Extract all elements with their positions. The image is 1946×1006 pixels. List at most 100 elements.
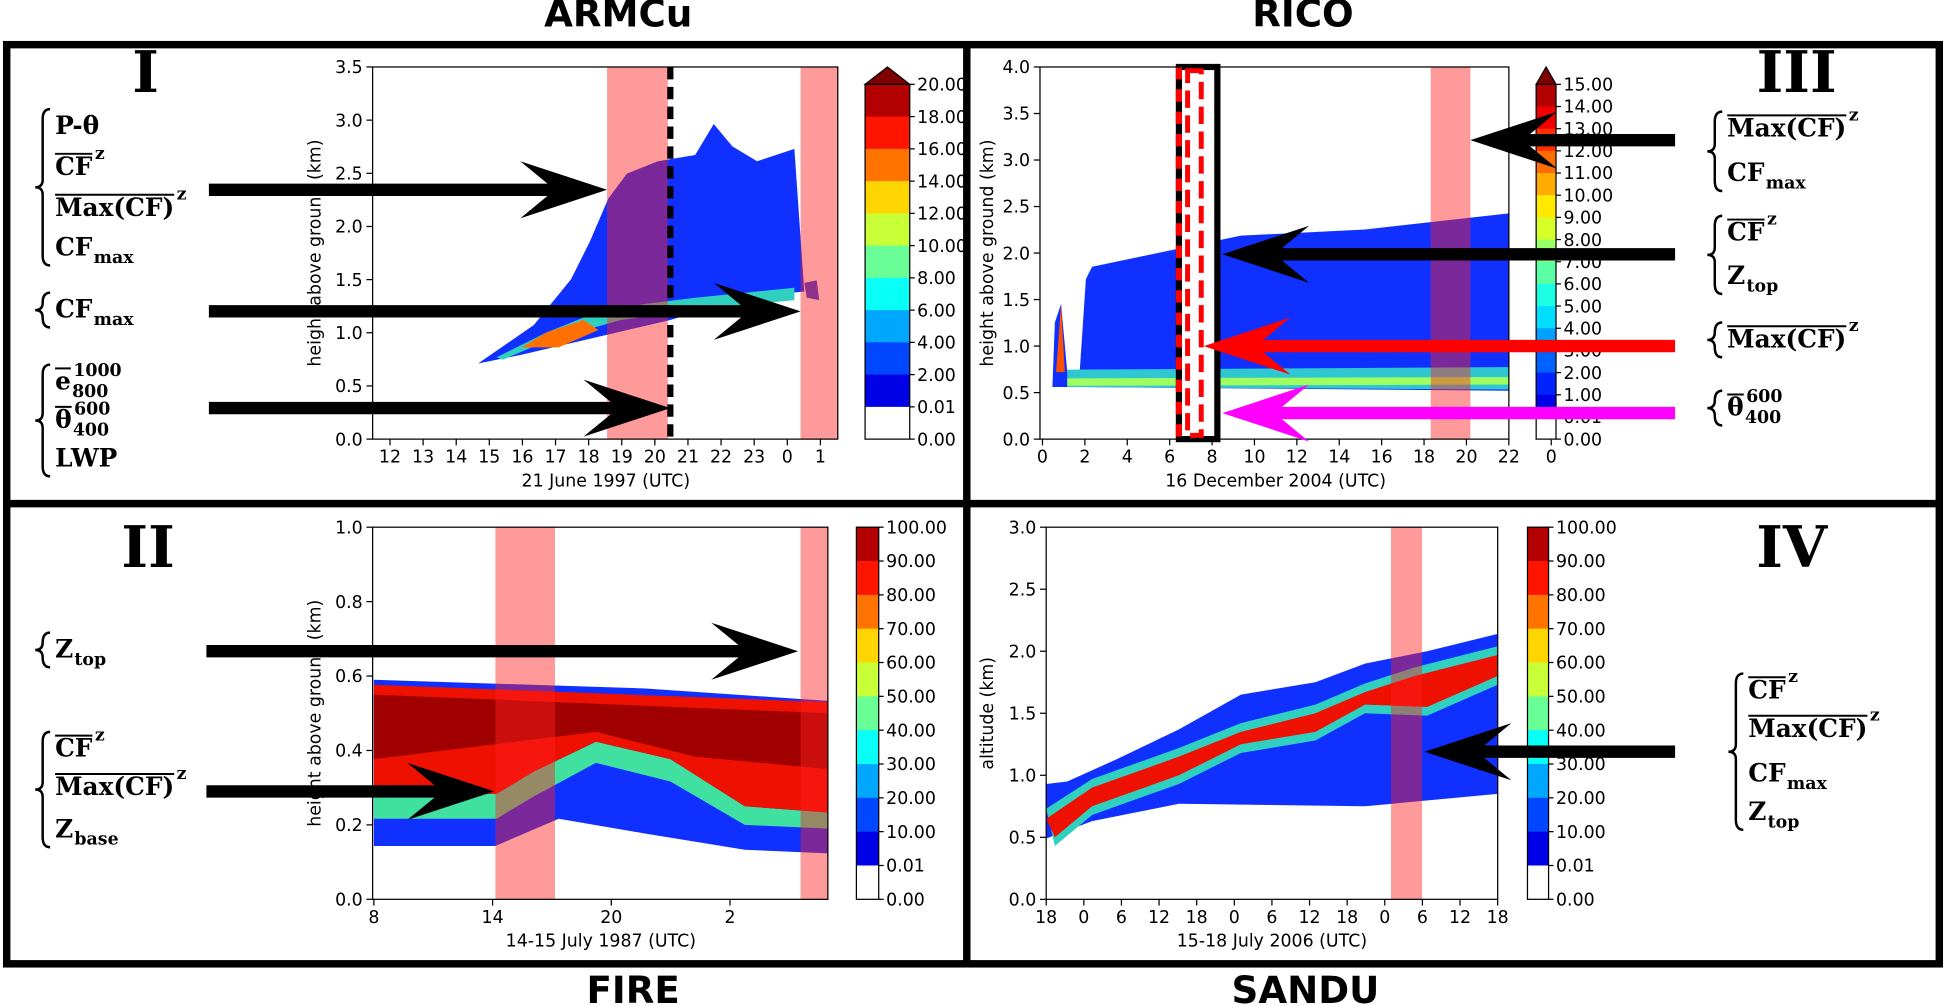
colorbar-segment — [1527, 527, 1549, 562]
x-tick-label: 6 — [1266, 908, 1277, 928]
y-tick-label: 0.0 — [1002, 430, 1030, 450]
x-tick-label: 16 — [511, 448, 533, 468]
x-tick-label: 14 — [445, 448, 467, 468]
annotation-sup: 600 — [74, 399, 110, 419]
annotation-term: P-θ — [55, 111, 99, 140]
annotation-term: Max(CF) — [1727, 113, 1846, 142]
x-tick-label: 0 — [1546, 448, 1557, 468]
brace — [1728, 672, 1744, 832]
x-tick-label: 2 — [724, 908, 735, 928]
colorbar-frame — [855, 526, 880, 900]
colorbar-tick-label: 0.01 — [1556, 857, 1595, 877]
time-window — [1175, 63, 1221, 443]
annotation-sup: 1000 — [73, 361, 121, 381]
annotation-sup: z — [1767, 210, 1777, 230]
colorbar-tick-label: 70.00 — [886, 620, 936, 640]
colorbar-tick-label: 10.00 — [917, 237, 967, 257]
arrow-head — [1203, 317, 1291, 375]
brace — [1707, 389, 1723, 427]
y-tick-label: 2.5 — [335, 165, 363, 185]
colorbar-tick-label: 20.00 — [886, 789, 936, 809]
x-axis-label: 21 June 1997 (UTC) — [522, 471, 691, 491]
colorbar-tick-label: 100.00 — [886, 518, 947, 538]
y-tick-label: 1.0 — [335, 518, 363, 538]
colorbar-segment — [1536, 283, 1557, 307]
annotation-term: θ — [1727, 393, 1744, 422]
x-tick-label: 22 — [710, 448, 732, 468]
y-tick-label: 0.0 — [335, 430, 363, 450]
x-tick-label: 12 — [1286, 448, 1308, 468]
colorbar-segment — [1527, 628, 1549, 664]
colorbar-tick-label: 30.00 — [886, 755, 936, 775]
colorbar-tick-label: 60.00 — [1556, 654, 1606, 674]
colorbar-segment — [856, 831, 879, 867]
colorbar-segment — [1536, 306, 1557, 329]
y-tick-label: 1.0 — [335, 324, 363, 344]
annotation-term: CF — [1727, 158, 1765, 187]
time-window — [1185, 68, 1204, 438]
colorbar-segment — [856, 730, 879, 765]
colorbar-segment — [865, 116, 910, 150]
annotation-term: Z — [1727, 261, 1745, 290]
annotation-term: CF — [55, 152, 93, 181]
annotation-term: Max(CF) — [1727, 324, 1846, 353]
x-tick-label: 18 — [1186, 908, 1208, 928]
y-tick-label: 0.5 — [335, 377, 363, 397]
y-tick-label: 0.0 — [1009, 891, 1037, 911]
x-tick-label: 6 — [1417, 908, 1428, 928]
x-tick-label: 0 — [1037, 448, 1048, 468]
colorbar-frame — [1526, 526, 1550, 900]
y-tick-label: 1.5 — [1009, 704, 1037, 724]
annotation-term: CF — [1748, 675, 1786, 704]
x-axis-label: 15-18 July 2006 (UTC) — [1177, 931, 1367, 951]
colorbar-tick-label: 60.00 — [886, 654, 936, 674]
annotation-sub: 400 — [1745, 408, 1781, 428]
annotation-term: Max(CF) — [1748, 714, 1867, 743]
annotation-sup: z — [1849, 105, 1859, 125]
annotation-sup: z — [177, 185, 187, 205]
cloud-field — [373, 741, 828, 829]
colorbar-tick-label: 18.00 — [917, 108, 967, 128]
highlight-band — [800, 66, 838, 440]
x-tick-label: 18 — [1336, 908, 1358, 928]
colorbar-tick-label: 6.00 — [1563, 275, 1602, 295]
y-tick-label: 1.0 — [1009, 766, 1037, 786]
annotation-term: CF — [1748, 758, 1786, 787]
annotation-term: Max(CF) — [55, 772, 174, 801]
x-tick-label: 18 — [1413, 448, 1435, 468]
colorbar-tick-label: 16.00 — [917, 140, 967, 160]
colorbar-tick-label: 0.00 — [917, 430, 956, 450]
annotation-sup: z — [1849, 316, 1859, 336]
x-tick-label: 13 — [412, 448, 434, 468]
colorbar-segment — [1536, 350, 1557, 374]
colorbar-segment — [865, 245, 910, 279]
colorbar-tick-label: 0.00 — [1563, 430, 1602, 450]
brace — [1707, 321, 1723, 359]
colorbar-segment — [856, 527, 879, 562]
colorbar-tick-label: 4.00 — [1563, 319, 1602, 339]
y-tick-label: 2.0 — [335, 218, 363, 238]
colorbar-segment — [865, 277, 910, 311]
y-tick-label: 1.5 — [335, 271, 363, 291]
cloud-field — [1046, 654, 1498, 838]
highlight-band — [800, 527, 828, 900]
x-tick-label: 22 — [1498, 448, 1520, 468]
panel-title: ARMCu — [544, 0, 692, 36]
colorbar-segment — [1536, 372, 1557, 396]
colorbar-segment — [1536, 195, 1557, 219]
x-tick-label: 12 — [1148, 908, 1170, 928]
colorbar-segment — [865, 374, 910, 408]
arrow-head — [1424, 723, 1512, 781]
x-tick-label: 21 — [677, 448, 699, 468]
colorbar-segment — [1536, 261, 1557, 285]
annotation-sup: z — [177, 764, 187, 784]
annotation-sub: max — [94, 248, 135, 268]
y-tick-label: 0.0 — [335, 891, 363, 911]
colorbar-tick-label: 14.00 — [917, 172, 967, 192]
colorbar-tick-label: 100.00 — [1556, 518, 1617, 538]
colorbar-segment — [856, 561, 879, 596]
arrow-head — [711, 622, 799, 680]
y-tick-label: 0.6 — [335, 667, 363, 687]
annotation-term: Z — [55, 814, 73, 843]
arrow-head — [1470, 111, 1558, 169]
